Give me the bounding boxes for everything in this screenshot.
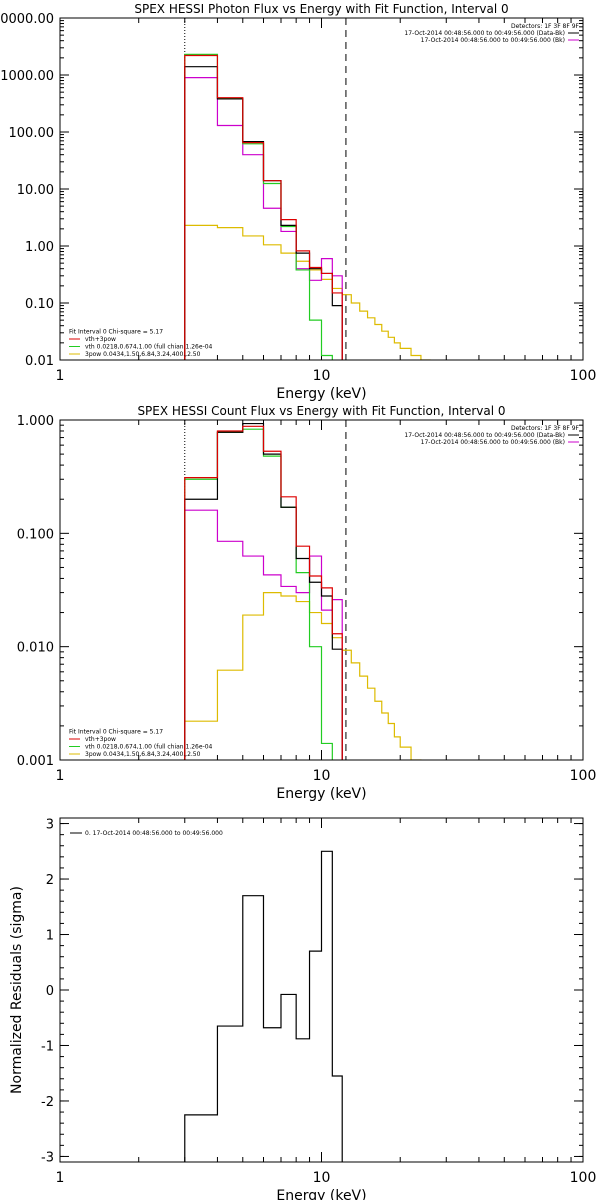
photon-x-tick-label: 100 (570, 368, 597, 384)
count-fit-header: Fit Interval 0 Chi-square = 5.17 (69, 729, 163, 736)
photon-series-3pow-0-0434-1-50-6-84-3-24-400-2-50 (184, 224, 431, 360)
residuals-plot-frame (59, 817, 584, 1163)
photon-y-tick-label: 0.10 (25, 297, 54, 312)
photon-y-tick-label: 0.01 (25, 354, 54, 369)
count-series-vth-3pow (184, 425, 343, 760)
count-fit-text: vth+3pow (85, 736, 116, 743)
photon-chart-title: SPEX HESSI Photon Flux vs Energy with Fi… (134, 2, 508, 16)
residuals-x-axis-label: Energy (keV) (276, 1188, 366, 1200)
photon-fit-text: vth 0.0218,0.674,1.00 (full chian 1.26e-… (85, 344, 213, 351)
photon-y-tick-label: 1.00 (25, 240, 54, 255)
residuals-x-tick-label: 10 (313, 1170, 331, 1186)
count-legend-text: 17-Oct-2014 00:48:56.000 to 00:49:56.000… (404, 432, 565, 439)
count-series-bk (184, 509, 343, 760)
photon-series-vth-3pow (184, 54, 343, 360)
count-x-tick-label: 100 (570, 768, 597, 784)
residuals-y-tick-label: 0 (46, 984, 54, 999)
photon-fit-text: 3pow 0.0434,1.50,6.84,3.24,400.,2.50 (85, 351, 201, 358)
count-plot-frame (59, 419, 584, 761)
count-series-vth-0-0218-0-674-1-00 (184, 428, 333, 760)
count-y-tick-label: 0.001 (17, 754, 54, 769)
photon-legend-text: 17-Oct-2014 00:48:56.000 to 00:49:56.000… (421, 37, 565, 44)
photon-x-axis-label: Energy (keV) (276, 386, 366, 402)
photon-legend-text: 17-Oct-2014 00:48:56.000 to 00:49:56.000… (404, 30, 565, 37)
photon-series-vth-0-0218-0-674-1-00 (184, 53, 333, 360)
photon-plot-frame (59, 17, 584, 361)
residuals-y-tick-label: 2 (46, 873, 54, 888)
count-fit-text: 3pow 0.0434,1.50,6.84,3.24,400.,2.50 (85, 751, 201, 758)
count-fit-text: vth 0.0218,0.674,1.00 (full chian 1.26e-… (85, 744, 213, 751)
photon-legend-header: Detectors: 1F 3F 8F 9F (511, 23, 580, 30)
photon-y-tick-label: 10.00 (17, 183, 54, 198)
photon-x-tick-label: 10 (313, 368, 331, 384)
photon-series-bk (184, 77, 343, 360)
residuals-y-axis-label: Normalized Residuals (sigma) (9, 886, 25, 1094)
photon-series-data-bk (184, 66, 343, 360)
count-legend-header: Detectors: 1F 3F 8F 9F (511, 425, 580, 432)
photon-y-tick-label: 100.00 (9, 126, 55, 141)
count-y-tick-label: 0.010 (17, 641, 54, 656)
count-y-tick-label: 0.100 (17, 527, 54, 542)
count-legend-text: 17-Oct-2014 00:48:56.000 to 00:49:56.000… (421, 439, 565, 446)
count-x-tick-label: 1 (56, 768, 65, 784)
photon-fit-text: vth+3pow (85, 336, 116, 343)
residuals-y-tick-label: 1 (46, 929, 54, 944)
photon-x-tick-label: 1 (56, 368, 65, 384)
count-series-data-bk (184, 422, 343, 760)
photon-y-tick-label: 1000.00 (0, 69, 54, 84)
photon-y-tick-label: 0000.00 (0, 12, 54, 27)
photon-fit-header: Fit Interval 0 Chi-square = 5.17 (69, 329, 163, 336)
count-y-tick-label: 1.000 (17, 414, 54, 429)
count-x-axis-label: Energy (keV) (276, 786, 366, 802)
residuals-series-0-17-oct-2014-00-48-56-000-to-00-49-56-000 (184, 850, 343, 1162)
residuals-legend-text: 0. 17-Oct-2014 00:48:56.000 to 00:49:56.… (85, 830, 223, 837)
residuals-y-tick-label: 3 (46, 818, 54, 833)
count-series-3pow-0-0434-1-50-6-84-3-24-400-2-50 (184, 591, 422, 760)
residuals-y-tick-label: -1 (41, 1039, 54, 1054)
count-chart-title: SPEX HESSI Count Flux vs Energy with Fit… (137, 404, 505, 418)
residuals-x-tick-label: 100 (570, 1170, 597, 1186)
residuals-x-tick-label: 1 (56, 1170, 65, 1186)
residuals-y-tick-label: -2 (41, 1095, 54, 1110)
count-x-tick-label: 10 (313, 768, 331, 784)
residuals-y-tick-label: -3 (41, 1150, 54, 1165)
